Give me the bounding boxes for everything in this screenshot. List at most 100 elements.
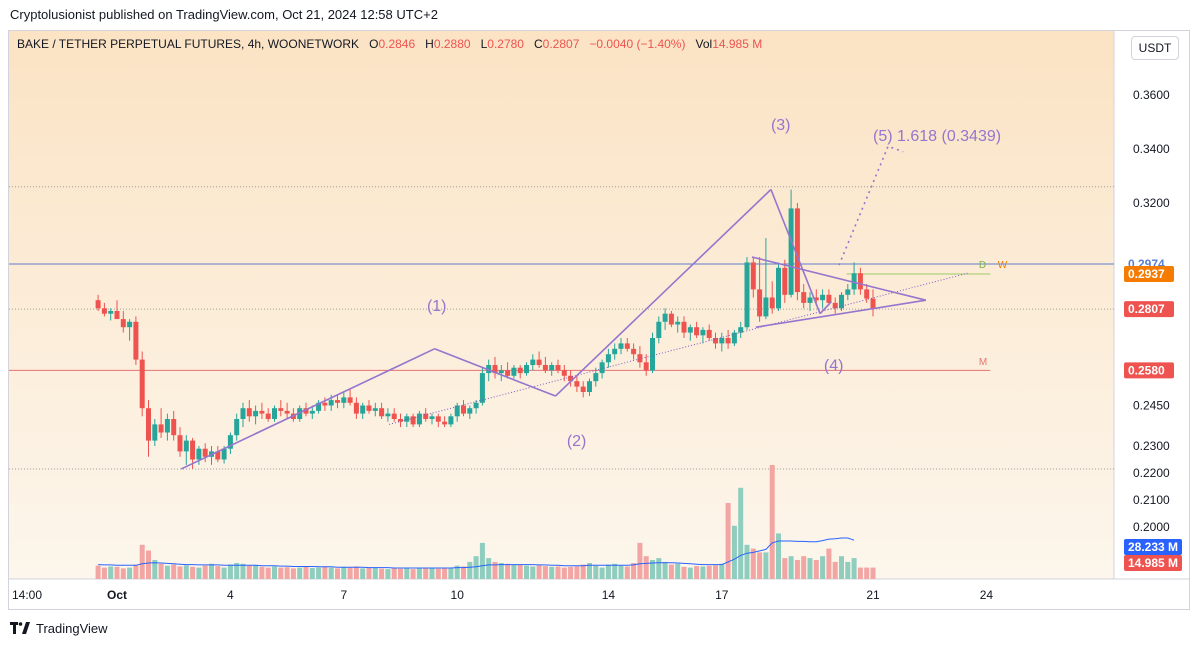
volume-bar: [624, 566, 630, 579]
candle-body: [788, 208, 794, 295]
volume-bar: [631, 563, 637, 579]
candle-body: [366, 405, 372, 411]
candle-body: [410, 416, 416, 425]
volume-bar: [297, 567, 303, 579]
price-tag-bg: [1124, 266, 1174, 283]
volume-bar: [807, 558, 813, 579]
volume-bar: [309, 567, 315, 579]
price-axis-tick: 0.3600: [1133, 88, 1170, 102]
candle-body: [95, 300, 101, 309]
footer-brand[interactable]: TradingView: [36, 620, 108, 636]
candle-body: [725, 338, 731, 344]
volume-bar: [719, 563, 725, 579]
candle-body: [782, 267, 788, 295]
close-value: 0.2807: [542, 37, 580, 51]
volume-bar: [738, 487, 744, 579]
candle-body: [719, 338, 725, 344]
candle-body: [524, 365, 529, 374]
volume-bar: [511, 564, 517, 579]
volume-bar: [505, 563, 511, 579]
volume-bar: [650, 560, 655, 579]
volume-bar: [618, 565, 624, 579]
low-label: L: [480, 37, 488, 51]
volume-bar: [177, 566, 183, 579]
time-axis-tick: 21: [866, 588, 880, 602]
volume-bar: [713, 565, 718, 579]
candle-body: [171, 419, 177, 436]
wave-annotation: (1): [427, 298, 447, 315]
volume-bar: [574, 566, 580, 579]
candle-body: [624, 343, 630, 349]
candle-body: [807, 297, 813, 303]
volume-bar: [498, 563, 504, 579]
volume-bar: [209, 563, 214, 579]
price-tag-bg: [1124, 301, 1174, 318]
time-axis-tick: 14:00: [12, 588, 42, 602]
candle-body: [127, 321, 133, 328]
price-axis-tick: 0.2000: [1133, 520, 1170, 534]
candle-body: [461, 405, 466, 414]
volume-bar: [662, 561, 668, 579]
volume-tag-bg: [1124, 555, 1182, 571]
volume-bar: [675, 563, 681, 579]
volume-bar: [643, 556, 649, 579]
volume-bar: [839, 556, 844, 579]
volume-bar: [133, 564, 139, 579]
candle-body: [347, 397, 353, 403]
volume-bar: [782, 558, 788, 579]
candle-body: [656, 321, 662, 338]
candle-body: [498, 370, 504, 374]
open-value: 0.2846: [378, 37, 416, 51]
volume-bar: [681, 566, 687, 579]
volume-bar: [347, 567, 353, 579]
candle-body: [429, 416, 435, 419]
price-tag-bg: [1124, 362, 1174, 379]
volume-bar: [870, 567, 876, 579]
wave-annotation: (2): [567, 433, 587, 450]
candle-body: [202, 448, 208, 457]
candle-body: [146, 408, 151, 441]
candle-body: [555, 365, 561, 371]
candle-body: [246, 408, 252, 417]
publisher-bar: Cryptolusionist published on TradingView…: [0, 0, 1200, 30]
time-axis-tick: 14: [602, 588, 616, 602]
volume-bar: [580, 564, 586, 579]
volume-bar: [215, 566, 221, 579]
time-axis-tick: Oct: [107, 588, 127, 602]
volume-bar: [139, 544, 145, 579]
volume-bar: [845, 561, 851, 579]
candle-body: [335, 400, 340, 403]
candle-body: [776, 267, 781, 309]
volume-bar: [757, 552, 763, 579]
candle-body: [744, 262, 750, 328]
currency-selector[interactable]: USDT: [1131, 36, 1179, 60]
candle-body: [769, 297, 775, 309]
price-axis-tick: 0.3200: [1133, 196, 1170, 210]
close-label: C: [534, 37, 543, 51]
volume-bar: [435, 568, 441, 579]
elliott-wave-line: [819, 301, 833, 315]
candle-body: [303, 408, 309, 414]
candle-body: [190, 440, 196, 460]
candle-body: [442, 421, 448, 425]
volume-bar: [694, 566, 700, 579]
candle-body: [561, 370, 567, 376]
volume-bar: [820, 556, 826, 579]
wave-annotation: (3): [771, 117, 791, 134]
symbol-label[interactable]: BAKE / TETHER PERPETUAL FUTURES, 4h, WOO…: [17, 37, 360, 51]
elliott-wave-line: [755, 299, 927, 328]
candle-body: [839, 294, 844, 309]
candle-body: [164, 419, 170, 433]
tradingview-logo-icon[interactable]: [10, 622, 30, 634]
candle-body: [372, 408, 378, 411]
candlestick-chart[interactable]: (1) (2) (3) (4) (5) 1.618 (0.3439) D W M 0.3600 0…: [9, 31, 1190, 610]
volume-bar: [656, 558, 662, 579]
candle-body: [694, 327, 700, 336]
volume-bar: [549, 566, 555, 579]
candle-body: [675, 321, 681, 325]
high-value: 0.2880: [433, 37, 471, 51]
volume-bar: [114, 566, 120, 579]
candle-body: [542, 365, 548, 371]
candle-body: [404, 416, 410, 422]
candle-body: [593, 373, 599, 382]
